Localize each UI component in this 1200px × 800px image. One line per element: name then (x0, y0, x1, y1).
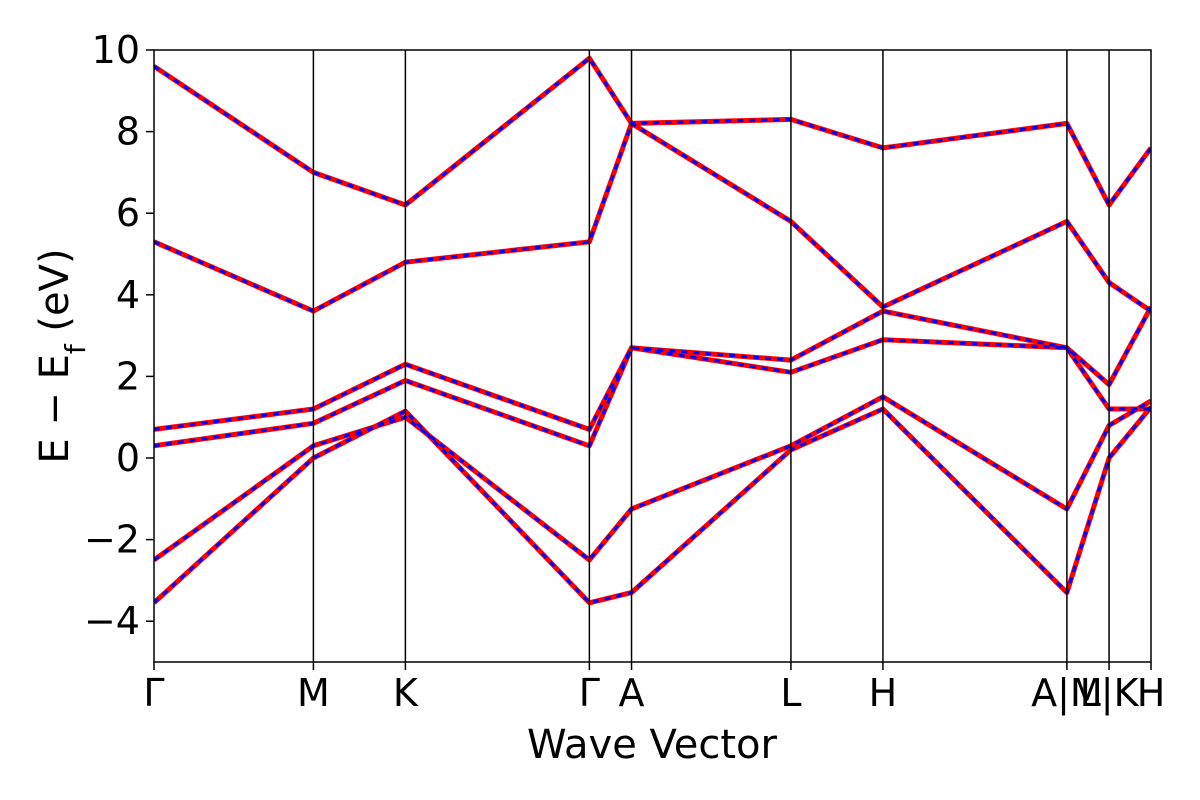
band-line-band-f-overlay (154, 56, 1151, 207)
x-tick-label: A (619, 671, 645, 715)
band-line-band-b-overlay (154, 395, 1151, 562)
y-tick-label: −2 (84, 518, 140, 562)
band-line-band-c-overlay (154, 338, 1151, 448)
x-axis-label: Wave Vector (527, 722, 778, 768)
band-line-band-a-overlay (154, 406, 1151, 605)
plot-frame (153, 49, 1152, 663)
band-line-band-e-overlay (154, 121, 1151, 313)
x-tick-label: H (869, 671, 898, 715)
x-tick-label: H (1137, 671, 1166, 715)
y-tick-label: 2 (116, 354, 140, 398)
x-tick-label: K (393, 671, 419, 715)
x-tick-label: M (297, 671, 330, 715)
plot-area (154, 55, 1151, 606)
y-tick-label: 4 (116, 273, 140, 317)
x-tick-label: A|M (1031, 671, 1103, 716)
x-tick-label: Γ (579, 671, 600, 715)
x-tick-label: L|K (1080, 671, 1140, 716)
y-tick-label: −4 (84, 599, 140, 643)
y-tick-label: 0 (116, 436, 140, 480)
x-tick-label: L (780, 671, 801, 715)
x-axis: Γ M K Γ A L H A|ML|KH (143, 662, 1165, 716)
band-line-band-d-overlay (154, 306, 1151, 431)
x-tick-label: Γ (143, 671, 164, 715)
y-tick-label: 6 (116, 191, 140, 235)
y-axis: −4 −2 0 2 4 6 8 10 (84, 28, 154, 643)
y-tick-label: 10 (92, 28, 140, 72)
y-tick-label: 8 (116, 110, 140, 154)
